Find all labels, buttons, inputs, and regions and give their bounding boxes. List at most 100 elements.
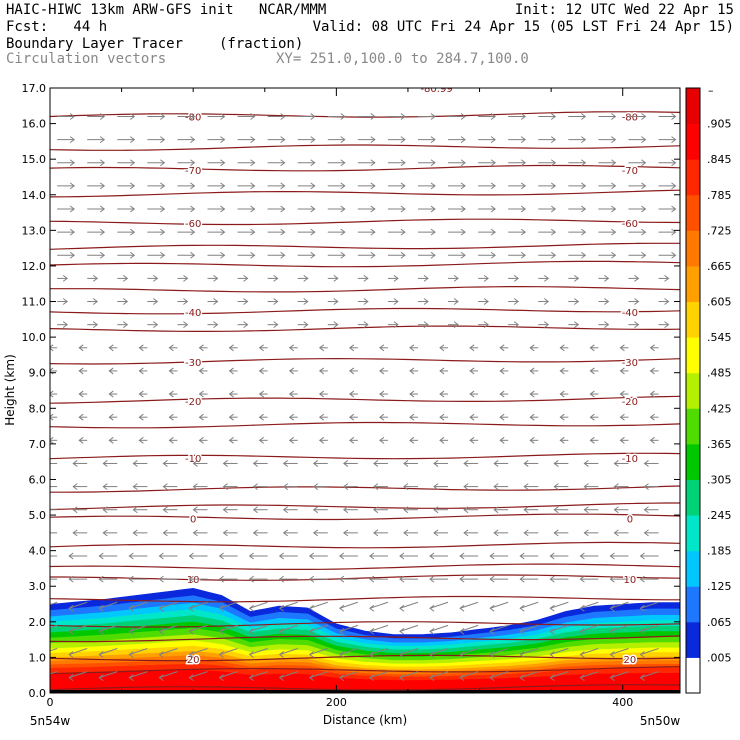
vector-shaft [640, 648, 659, 655]
vector-head [499, 390, 505, 398]
vector-head [523, 529, 529, 537]
colorbar-swatch [686, 515, 700, 552]
circulation-vector [553, 483, 569, 490]
circulation-vector [589, 436, 599, 444]
vector-head [550, 159, 557, 167]
isotherm-label: 10 [187, 575, 200, 586]
vector-head [168, 344, 174, 352]
circulation-vector [207, 182, 226, 190]
vector-head [439, 390, 445, 398]
circulation-vector [168, 344, 178, 352]
circulation-vector [373, 483, 388, 490]
circulation-vector [568, 298, 580, 305]
circulation-vector [357, 136, 376, 144]
circulation-vector [489, 624, 509, 635]
isotherm-line [50, 513, 680, 521]
isotherm-line [50, 574, 680, 581]
circulation-vector [568, 113, 587, 120]
vector-head [92, 274, 99, 282]
vector-head [280, 182, 286, 190]
circulation-vector [658, 205, 677, 213]
circulation-vector [658, 274, 670, 282]
vector-head [129, 228, 136, 236]
vector-head [611, 205, 617, 213]
vector-head [370, 251, 376, 259]
vector-head [248, 575, 254, 583]
circulation-vector [117, 321, 129, 329]
vector-shaft [129, 671, 148, 679]
vector-head [153, 298, 159, 305]
vector-shaft [399, 671, 419, 679]
vector-shaft [279, 671, 298, 679]
vector-head [409, 390, 415, 398]
y-tick-label: 3.0 [29, 580, 47, 593]
colorbar-swatch [686, 159, 700, 196]
vector-shaft [249, 601, 268, 609]
circulation-vector [609, 648, 629, 658]
circulation-vector [649, 390, 659, 398]
vector-shaft [490, 624, 509, 632]
vector-head [160, 228, 166, 236]
vector-shaft [99, 671, 118, 679]
circulation-vector [549, 648, 569, 658]
circulation-vector [258, 367, 268, 375]
circulation-vector [417, 251, 436, 259]
isotherm-label: 0 [190, 515, 196, 526]
circulation-vector [297, 159, 316, 167]
vector-head [553, 529, 559, 537]
circulation-vector [598, 205, 617, 213]
circulation-vector [373, 506, 388, 514]
isotherm-line [50, 666, 680, 675]
circulation-vector [50, 648, 58, 652]
colorbar-label: .005 [707, 651, 732, 664]
isotherm-line [50, 421, 680, 429]
vector-head [218, 575, 224, 583]
circulation-vector [72, 506, 88, 514]
vector-head [282, 506, 289, 514]
circulation-vector [613, 506, 629, 514]
vector-head [162, 506, 168, 514]
circulation-vector [50, 578, 58, 580]
vector-shaft [610, 671, 629, 679]
vector-head [363, 298, 369, 305]
vector-head [429, 627, 435, 635]
vector-head [519, 604, 525, 612]
vector-head [69, 113, 75, 120]
colorbar-label: .605 [707, 296, 732, 309]
circulation-vector [218, 552, 238, 560]
vector-head [581, 159, 587, 167]
vector-head [158, 651, 164, 658]
circulation-vector [128, 671, 148, 682]
vector-head [489, 575, 495, 583]
vector-shaft [339, 624, 358, 632]
circulation-vector [387, 321, 399, 329]
x-tick-label: 200 [326, 696, 347, 709]
y-tick-label: 13.0 [22, 224, 47, 237]
y-tick-label: 7.0 [29, 438, 47, 451]
vector-head [168, 436, 174, 444]
vector-head [78, 436, 84, 444]
vector-head [409, 344, 415, 352]
circulation-vector [409, 390, 418, 398]
x-tick-label: 0 [47, 696, 54, 709]
y-tick-label: 4.0 [29, 545, 47, 558]
vector-head [192, 483, 198, 490]
vector-shaft [399, 601, 419, 609]
vector-head [641, 205, 647, 213]
circulation-vector [288, 436, 298, 444]
vector-head [228, 436, 234, 444]
vector-head [218, 552, 224, 560]
circulation-vector [147, 298, 159, 305]
vector-head [611, 113, 617, 120]
vector-head [198, 344, 204, 352]
vector-head [641, 159, 647, 167]
circulation-vector [429, 624, 449, 635]
circulation-vector [98, 552, 118, 560]
circulation-vector [499, 344, 509, 352]
circulation-vector [87, 298, 99, 305]
circulation-vector [188, 648, 208, 658]
vector-shaft [580, 624, 599, 632]
circulation-vector [282, 529, 298, 537]
circulation-vector [538, 136, 557, 144]
circulation-vector [553, 460, 569, 467]
